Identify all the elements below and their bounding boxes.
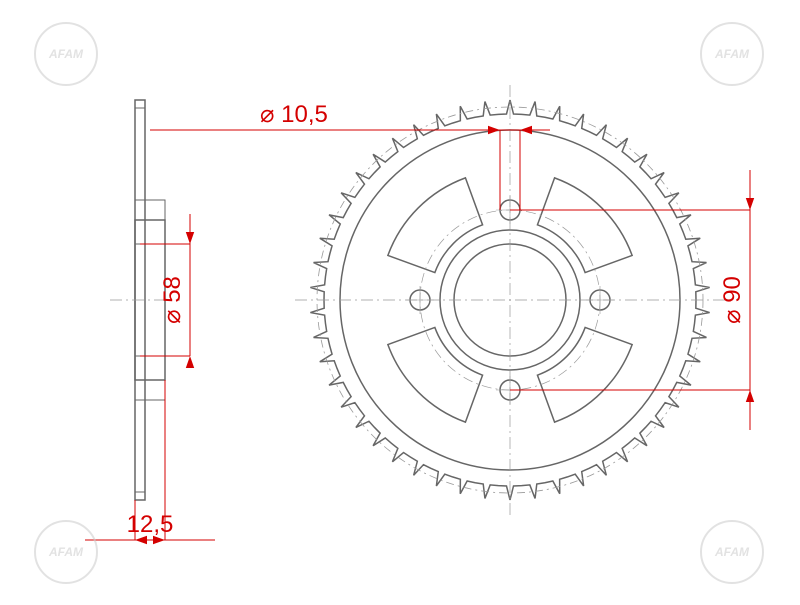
watermark: AFAM bbox=[34, 520, 98, 584]
watermark: AFAM bbox=[34, 22, 98, 86]
dim-bolt-hole: ⌀ 10,5 bbox=[260, 101, 328, 128]
dim-bore: ⌀ 58 bbox=[159, 276, 186, 324]
sprocket-front-view bbox=[295, 85, 725, 515]
dim-bolt-circle: ⌀ 90 bbox=[719, 276, 746, 324]
dim-thickness: 12,5 bbox=[127, 511, 174, 538]
watermark: AFAM bbox=[700, 520, 764, 584]
watermark: AFAM bbox=[700, 22, 764, 86]
